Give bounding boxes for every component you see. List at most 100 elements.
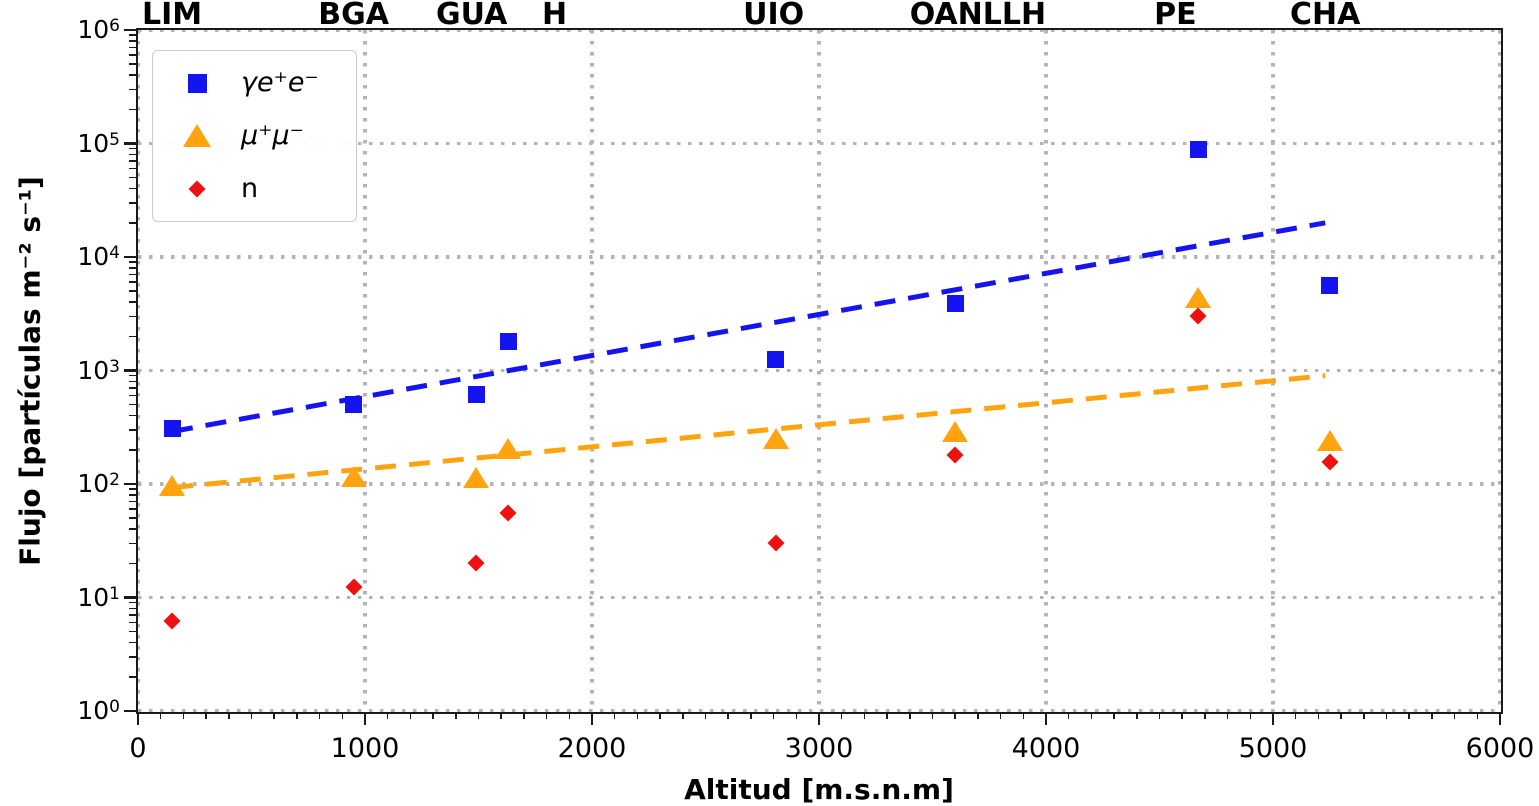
y-minor-tick	[129, 40, 136, 42]
x-minor-tick	[772, 713, 775, 719]
y-tick	[124, 482, 136, 486]
y-minor-tick	[129, 517, 136, 519]
x-tick	[1271, 713, 1275, 725]
y-minor-tick	[129, 222, 136, 224]
data-point-triangle	[340, 466, 367, 488]
y-tick	[124, 709, 136, 713]
x-minor-tick	[1226, 713, 1229, 719]
y-minor-tick	[129, 562, 136, 565]
x-minor-tick	[931, 713, 934, 719]
x-minor-tick	[386, 713, 389, 719]
x-minor-tick	[250, 713, 253, 719]
x-minor-tick	[1090, 713, 1093, 719]
y-minor-tick	[129, 281, 136, 283]
y-minor-tick	[129, 621, 136, 624]
x-minor-tick	[1249, 713, 1252, 719]
legend-item-label: μ⁺μ⁻	[241, 119, 304, 151]
x-minor-tick	[318, 713, 321, 719]
legend-marker-cell	[153, 73, 241, 93]
x-grid-line	[1498, 30, 1502, 711]
data-point-triangle	[762, 427, 789, 449]
y-minor-tick	[129, 614, 136, 616]
x-minor-tick	[750, 713, 752, 719]
x-minor-tick	[1113, 713, 1115, 719]
x-minor-tick	[477, 713, 480, 719]
x-minor-tick	[863, 713, 866, 719]
x-tick	[817, 713, 821, 725]
x-minor-tick	[704, 713, 707, 719]
x-minor-tick	[1181, 713, 1183, 719]
y-minor-tick	[129, 290, 136, 292]
legend-marker-diamond-icon	[188, 180, 206, 198]
y-minor-tick	[129, 74, 136, 76]
trend-lines-layer	[171, 220, 1326, 491]
x-minor-tick	[432, 713, 434, 719]
site-label-lim: LIM	[141, 0, 203, 32]
y-tick	[124, 255, 136, 259]
y-minor-tick	[129, 429, 136, 431]
site-label-gua: GUA	[436, 0, 508, 32]
x-minor-tick	[228, 713, 230, 719]
x-tick-label: 1000	[330, 733, 400, 764]
data-point-square	[946, 294, 964, 312]
site-label-oanllh: OANLLH	[909, 0, 1047, 32]
data-point-triangle	[463, 467, 490, 489]
x-minor-tick	[1385, 713, 1388, 719]
x-minor-tick	[1431, 713, 1433, 719]
x-minor-tick	[1022, 713, 1025, 719]
legend-item: γe⁺e⁻	[153, 59, 356, 107]
x-minor-tick	[1317, 713, 1320, 719]
x-tick	[136, 713, 140, 725]
y-tick	[124, 596, 136, 599]
y-minor-tick	[129, 403, 136, 406]
data-point-square	[467, 385, 485, 403]
site-label-bga: BGA	[318, 0, 389, 32]
x-minor-tick	[636, 713, 639, 719]
x-axis-title: Altitud [m.s.n.m]	[684, 773, 954, 806]
y-minor-tick	[129, 176, 136, 179]
y-minor-tick	[129, 167, 136, 170]
legend-marker-square-icon	[187, 73, 207, 93]
legend: γe⁺e⁻ μ⁺μ⁻ n	[152, 50, 357, 222]
legend-item-label: γe⁺e⁻	[241, 67, 319, 99]
x-minor-tick	[182, 713, 185, 719]
y-minor-tick	[129, 656, 136, 658]
y-minor-tick	[129, 335, 136, 338]
y-minor-tick	[129, 630, 136, 633]
y-minor-tick	[129, 267, 136, 269]
x-tick	[1498, 713, 1502, 725]
y-minor-tick	[129, 494, 136, 496]
data-point-square	[499, 333, 517, 351]
x-grid-line	[817, 30, 821, 711]
x-minor-tick	[954, 713, 956, 719]
y-minor-tick	[129, 528, 136, 530]
y-grid-line	[138, 28, 1500, 32]
y-minor-tick	[129, 387, 136, 389]
data-point-triangle	[495, 437, 521, 459]
y-minor-tick	[129, 542, 136, 545]
site-label-cha: CHA	[1290, 0, 1361, 32]
y-tick-label: 105	[77, 128, 120, 158]
x-minor-tick	[341, 713, 344, 719]
y-minor-tick	[129, 160, 136, 162]
x-tick-label: 3000	[784, 733, 854, 764]
x-minor-tick	[727, 713, 729, 719]
x-minor-tick	[205, 713, 207, 719]
y-tick-label: 102	[77, 469, 120, 498]
y-minor-tick	[129, 449, 136, 451]
legend-marker-triangle-icon	[183, 124, 211, 148]
x-tick-label: 2000	[557, 733, 627, 764]
y-tick	[124, 142, 136, 145]
x-minor-tick	[568, 713, 571, 719]
x-minor-tick	[1067, 713, 1070, 719]
y-minor-tick	[129, 394, 136, 397]
x-minor-tick	[840, 713, 843, 719]
x-minor-tick	[1363, 713, 1365, 719]
y-minor-tick	[129, 54, 136, 56]
x-minor-tick	[273, 713, 275, 719]
legend-marker-cell	[153, 124, 241, 148]
x-minor-tick	[977, 713, 979, 719]
site-label-uio: UIO	[743, 0, 805, 32]
trend-line-muon	[171, 373, 1326, 491]
x-minor-tick	[909, 713, 911, 719]
